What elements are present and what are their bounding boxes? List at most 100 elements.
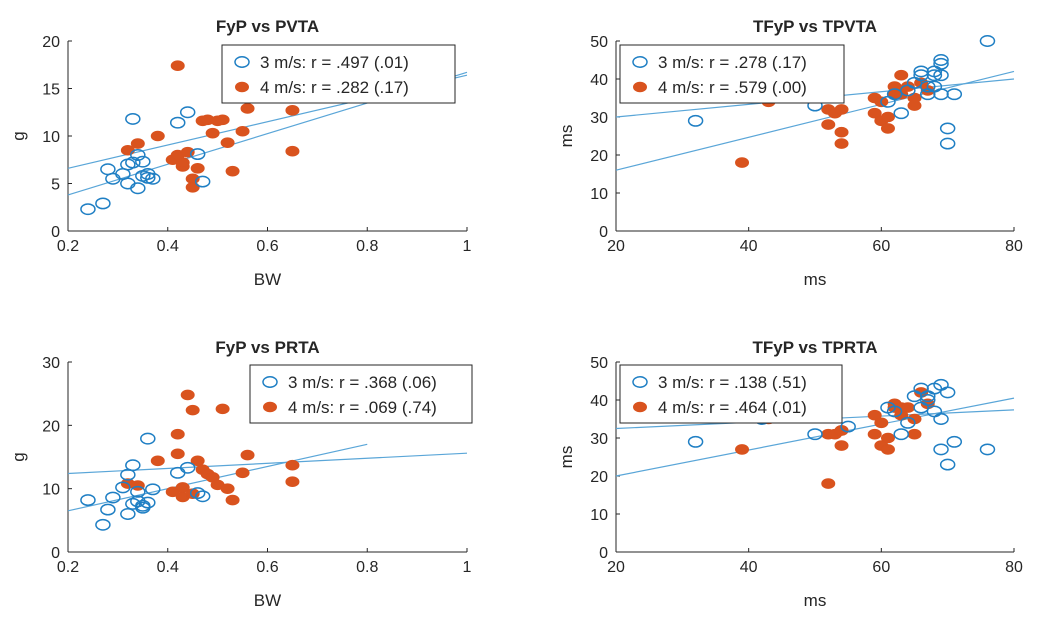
x-tick-label: 80	[1005, 559, 1023, 576]
data-point-3ms	[140, 496, 156, 509]
y-tick-label: 0	[599, 545, 608, 562]
legend-marker-4ms	[633, 401, 647, 413]
y-tick-label: 0	[51, 545, 60, 562]
data-point-4ms	[150, 130, 165, 142]
data-point-4ms	[821, 478, 836, 489]
y-tick-label: 5	[51, 177, 60, 194]
data-point-3ms	[125, 459, 141, 472]
x-tick-label: 80	[1005, 238, 1023, 255]
x-tick-label: 40	[740, 559, 758, 576]
data-point-3ms	[933, 413, 949, 425]
data-point-3ms	[946, 435, 963, 448]
y-tick-label: 30	[590, 431, 608, 448]
data-point-4ms	[285, 476, 300, 488]
data-point-4ms	[240, 449, 255, 461]
y-tick-label: 20	[590, 148, 608, 165]
data-point-3ms	[125, 156, 141, 169]
data-point-3ms	[105, 491, 121, 504]
y-axis-label: g	[9, 452, 28, 461]
data-point-4ms	[900, 402, 915, 413]
y-axis-label: g	[9, 131, 28, 140]
data-point-3ms	[135, 155, 151, 168]
data-point-3ms	[120, 508, 136, 520]
data-point-4ms	[235, 467, 250, 479]
data-point-3ms	[179, 461, 196, 474]
x-tick-label: 0.6	[256, 238, 278, 255]
legend-label-3ms: 3 m/s: r = .368 (.06)	[288, 373, 437, 392]
data-point-3ms	[886, 88, 903, 101]
legend-box	[221, 44, 456, 104]
legend-marker-4ms	[263, 401, 277, 413]
x-axis-label: ms	[804, 591, 827, 610]
legend-label-3ms: 3 m/s: r = .278 (.17)	[658, 53, 807, 72]
data-point-3ms	[920, 80, 936, 93]
data-point-4ms	[821, 119, 836, 130]
data-point-4ms	[285, 459, 300, 471]
x-tick-label: 0.4	[157, 559, 179, 576]
x-tick-label: 40	[740, 238, 758, 255]
x-axis-label: BW	[254, 591, 281, 610]
y-tick-label: 10	[590, 186, 608, 203]
data-point-4ms	[235, 125, 250, 137]
x-tick-label: 20	[607, 559, 625, 576]
data-point-4ms	[215, 114, 230, 126]
y-tick-label: 50	[590, 355, 608, 372]
data-point-3ms	[115, 481, 131, 494]
data-point-4ms	[190, 455, 205, 467]
data-point-3ms	[687, 435, 704, 448]
x-tick-label: 0.8	[356, 238, 378, 255]
y-tick-label: 10	[42, 129, 60, 146]
data-point-3ms	[926, 405, 943, 418]
legend-marker-3ms	[632, 56, 648, 68]
data-point-3ms	[933, 69, 949, 82]
x-axis-label: ms	[804, 270, 827, 289]
y-tick-label: 20	[42, 34, 60, 51]
data-point-3ms	[687, 114, 704, 127]
legend-marker-4ms	[633, 81, 647, 93]
x-tick-label: 60	[872, 238, 890, 255]
x-axis-label: BW	[254, 270, 281, 289]
data-point-4ms	[180, 389, 195, 401]
y-tick-label: 10	[42, 482, 60, 499]
data-point-4ms	[170, 448, 185, 460]
data-point-3ms	[886, 405, 903, 418]
data-point-3ms	[979, 443, 996, 456]
data-point-4ms	[874, 417, 889, 429]
data-point-3ms	[920, 394, 936, 406]
data-point-3ms	[840, 420, 856, 433]
data-point-3ms	[807, 428, 823, 441]
data-point-3ms	[80, 494, 96, 507]
data-point-3ms	[95, 518, 111, 531]
y-tick-label: 0	[599, 224, 608, 241]
data-point-4ms	[834, 126, 849, 138]
y-tick-label: 30	[42, 355, 60, 372]
chart-title: FyP vs PRTA	[215, 338, 319, 357]
y-tick-label: 30	[590, 110, 608, 127]
data-point-3ms	[926, 69, 943, 82]
data-point-4ms	[225, 165, 240, 177]
data-point-3ms	[145, 483, 161, 496]
data-point-3ms	[893, 107, 909, 120]
data-point-4ms	[735, 157, 750, 168]
legend-marker-3ms	[632, 376, 648, 388]
data-point-3ms	[189, 148, 206, 161]
y-axis-label: ms	[557, 125, 576, 148]
data-point-4ms	[735, 444, 750, 455]
data-point-3ms	[939, 122, 956, 135]
legend-box	[249, 364, 473, 424]
legend-marker-3ms	[262, 376, 278, 388]
data-point-4ms	[215, 403, 230, 415]
data-point-4ms	[867, 107, 882, 119]
panel-tfyp-vs-tprta: TFyP vs TPRTA 20 40 60 80 0 10 20 30 40 50 ms ms 3 m/…	[557, 338, 1023, 610]
y-tick-label: 15	[42, 82, 60, 99]
x-tick-label: 0.4	[157, 238, 179, 255]
data-point-3ms	[979, 35, 996, 47]
data-point-4ms	[285, 145, 300, 157]
data-point-4ms	[220, 483, 235, 494]
data-point-4ms	[205, 127, 220, 139]
data-point-3ms	[189, 487, 206, 500]
data-point-3ms	[130, 485, 146, 498]
data-point-4ms	[867, 428, 882, 440]
